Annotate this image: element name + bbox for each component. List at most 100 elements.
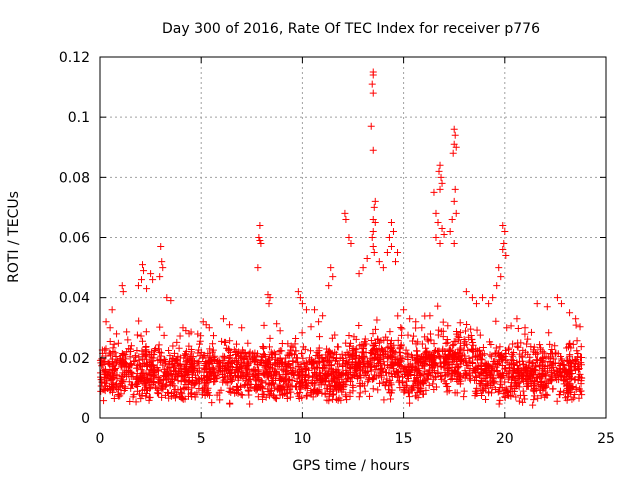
noise-marker bbox=[309, 373, 317, 381]
x-axis-label: GPS time / hours bbox=[292, 458, 409, 474]
noise-marker bbox=[553, 397, 561, 405]
noise-marker bbox=[366, 392, 374, 400]
data-point bbox=[438, 224, 446, 232]
noise-marker bbox=[397, 357, 405, 365]
noise-marker bbox=[254, 393, 262, 401]
noise-marker bbox=[481, 374, 489, 382]
noise-marker bbox=[500, 365, 508, 373]
noise-marker bbox=[252, 376, 260, 384]
noise-marker bbox=[373, 362, 381, 370]
data-point bbox=[359, 264, 367, 272]
noise-marker bbox=[155, 390, 163, 398]
y-tick-label: 0.04 bbox=[59, 291, 90, 307]
noise-marker bbox=[434, 348, 442, 356]
noise-marker bbox=[237, 391, 245, 399]
noise-marker bbox=[188, 364, 196, 372]
noise-marker bbox=[413, 365, 421, 373]
noise-marker bbox=[387, 344, 395, 352]
noise-marker bbox=[286, 376, 294, 384]
noise-marker bbox=[160, 365, 168, 373]
noise-marker bbox=[558, 369, 566, 377]
noise-marker bbox=[349, 387, 357, 395]
noise-marker bbox=[156, 348, 164, 356]
noise-marker bbox=[203, 363, 211, 371]
noise-marker bbox=[520, 392, 528, 400]
noise-marker bbox=[262, 393, 270, 401]
noise-marker bbox=[532, 363, 540, 371]
noise-marker bbox=[360, 345, 368, 353]
noise-marker bbox=[534, 350, 542, 358]
noise-marker bbox=[180, 384, 188, 392]
noise-marker bbox=[165, 389, 173, 397]
noise-marker bbox=[343, 396, 351, 404]
noise-marker bbox=[397, 342, 405, 350]
noise-marker bbox=[240, 355, 248, 363]
noise-marker bbox=[477, 370, 485, 378]
noise-marker bbox=[458, 351, 466, 359]
noise-marker bbox=[461, 367, 469, 375]
data-point bbox=[265, 300, 273, 308]
noise-marker bbox=[126, 397, 134, 405]
noise-marker bbox=[252, 366, 260, 374]
noise-marker bbox=[350, 333, 358, 341]
noise-marker bbox=[488, 365, 496, 373]
data-point bbox=[489, 294, 497, 302]
noise-marker bbox=[326, 381, 334, 389]
noise-marker bbox=[345, 332, 353, 340]
noise-marker bbox=[259, 342, 267, 350]
data-point bbox=[266, 294, 274, 302]
noise-marker bbox=[334, 374, 342, 382]
noise-marker bbox=[453, 389, 461, 397]
noise-marker bbox=[171, 394, 179, 402]
noise-marker bbox=[160, 331, 168, 339]
noise-marker bbox=[270, 371, 278, 379]
noise-marker bbox=[211, 371, 219, 379]
noise-marker bbox=[499, 354, 507, 362]
noise-marker bbox=[234, 376, 242, 384]
noise-marker bbox=[442, 339, 450, 347]
noise-marker bbox=[129, 393, 137, 401]
noise-marker bbox=[340, 383, 348, 391]
noise-marker bbox=[533, 357, 541, 365]
noise-marker bbox=[393, 355, 401, 363]
noise-marker bbox=[454, 332, 462, 340]
noise-marker bbox=[386, 377, 394, 385]
noise-marker bbox=[314, 364, 322, 372]
noise-marker bbox=[185, 356, 193, 364]
noise-marker bbox=[498, 361, 506, 369]
noise-marker bbox=[260, 351, 268, 359]
noise-marker bbox=[494, 360, 502, 368]
data-point bbox=[199, 318, 207, 326]
noise-marker bbox=[298, 378, 306, 386]
noise-marker bbox=[401, 371, 409, 379]
data-point bbox=[452, 209, 460, 217]
noise-marker bbox=[250, 372, 258, 380]
data-point bbox=[342, 215, 350, 223]
noise-marker bbox=[468, 359, 476, 367]
noise-marker bbox=[266, 334, 274, 342]
noise-marker bbox=[164, 388, 172, 396]
noise-marker bbox=[492, 317, 500, 325]
noise-marker bbox=[336, 354, 344, 362]
noise-marker bbox=[362, 349, 370, 357]
noise-marker bbox=[464, 346, 472, 354]
noise-marker bbox=[496, 396, 504, 404]
noise-marker bbox=[262, 365, 270, 373]
noise-marker bbox=[467, 325, 475, 333]
noise-marker bbox=[564, 368, 572, 376]
noise-marker bbox=[437, 363, 445, 371]
noise-marker bbox=[477, 391, 485, 399]
noise-marker bbox=[509, 340, 517, 348]
noise-marker bbox=[270, 393, 278, 401]
noise-marker bbox=[492, 344, 500, 352]
noise-marker bbox=[282, 368, 290, 376]
noise-marker bbox=[259, 384, 267, 392]
noise-marker bbox=[298, 394, 306, 402]
noise-marker bbox=[374, 386, 382, 394]
noise-marker bbox=[226, 348, 234, 356]
noise-marker bbox=[222, 378, 230, 386]
noise-marker bbox=[557, 352, 565, 360]
data-point bbox=[371, 197, 379, 205]
noise-marker bbox=[432, 383, 440, 391]
noise-marker bbox=[429, 362, 437, 370]
